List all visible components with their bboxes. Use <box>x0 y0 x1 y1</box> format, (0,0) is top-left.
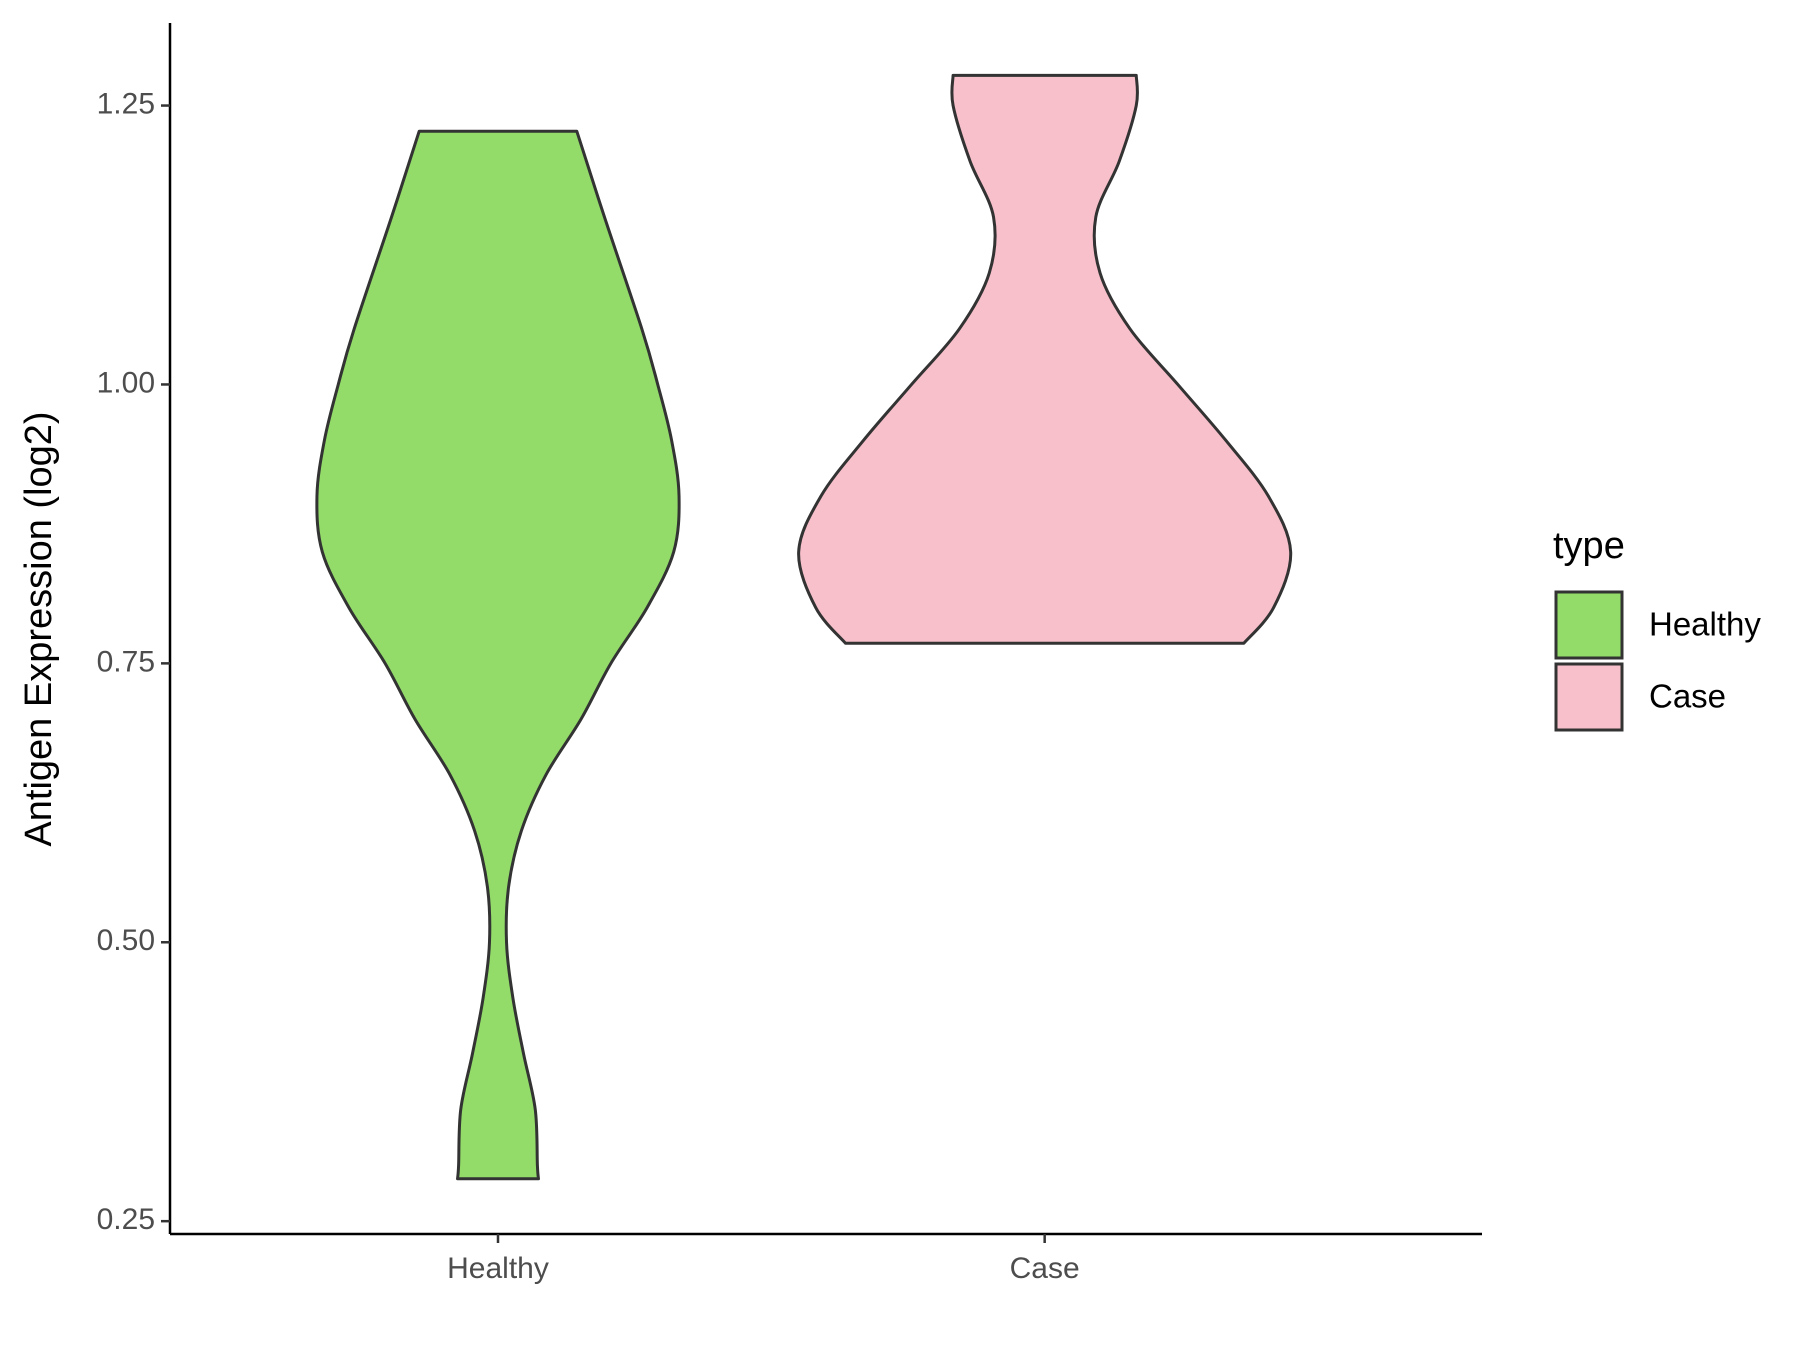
y-tick-label: 0.25 <box>97 1203 155 1236</box>
violin <box>315 129 681 1181</box>
violin <box>797 73 1293 645</box>
legend-label: Healthy <box>1649 606 1761 643</box>
legend-label: Case <box>1649 678 1726 715</box>
y-tick-label: 1.00 <box>97 366 155 399</box>
y-axis-title: Antigen Expression (log2) <box>18 411 60 846</box>
legend-title: type <box>1553 525 1625 567</box>
legend-key <box>1554 662 1624 732</box>
y-tick-label: 1.25 <box>97 87 155 120</box>
legend-key <box>1554 590 1624 660</box>
y-tick-label: 0.50 <box>97 924 155 957</box>
x-tick-label: Case <box>1010 1252 1080 1285</box>
x-tick-label: Healthy <box>447 1252 549 1285</box>
y-tick-label: 0.75 <box>97 645 155 678</box>
